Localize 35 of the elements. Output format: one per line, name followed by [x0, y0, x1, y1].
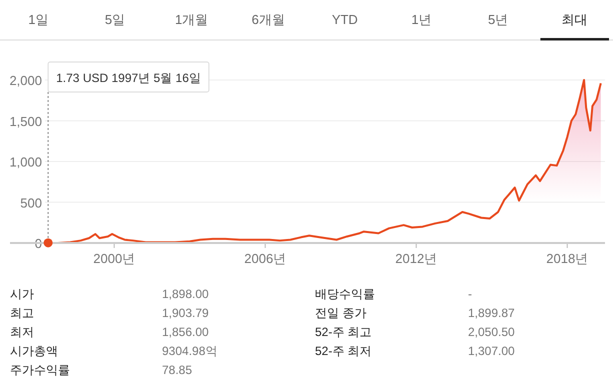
x-tick-label: 2012년 [395, 251, 438, 266]
text: 1,307.00 [468, 344, 516, 358]
x-tick-label: 2018년 [546, 251, 588, 266]
text: 52-주 최고 [315, 325, 372, 339]
y-tick-label: 2,000 [9, 73, 42, 88]
y-tick-label: 500 [20, 195, 42, 210]
text: 최대 [562, 12, 588, 27]
text: 1개월 [174, 12, 208, 27]
text: 1,899.87 [468, 306, 516, 320]
text: 시가 [10, 287, 34, 301]
text: 1일 [28, 12, 48, 27]
text: 9304.98억 [162, 344, 218, 358]
text: 1년 [411, 12, 432, 27]
y-tick-label: 1,500 [9, 114, 42, 129]
text: 5년 [488, 12, 508, 27]
text: 78.85 [162, 363, 192, 377]
text: 1,903.79 [162, 306, 210, 320]
text: 전일 종가 [315, 306, 366, 320]
annotation: 1.73 USD 1997년 5월 16일 [56, 71, 201, 85]
text: 최저 [10, 325, 34, 339]
text: 2,050.50 [468, 325, 516, 339]
text: 배당수익률 [315, 287, 375, 301]
text: 52-주 최저 [315, 344, 372, 358]
text: 1,898.00 [162, 287, 210, 301]
text: 5일 [104, 12, 126, 27]
text: 최고 [10, 306, 34, 320]
text: - [468, 287, 472, 301]
text: 시가총액 [10, 344, 58, 358]
text: YTD [332, 12, 358, 27]
y-tick-label: 1,000 [9, 154, 42, 170]
text: 1,856.00 [162, 325, 210, 339]
x-tick-label: 2006년 [244, 251, 286, 266]
text: 6개월 [252, 12, 285, 27]
text: 주가수익률 [10, 363, 70, 377]
x-tick-label: 2000년 [93, 251, 136, 266]
